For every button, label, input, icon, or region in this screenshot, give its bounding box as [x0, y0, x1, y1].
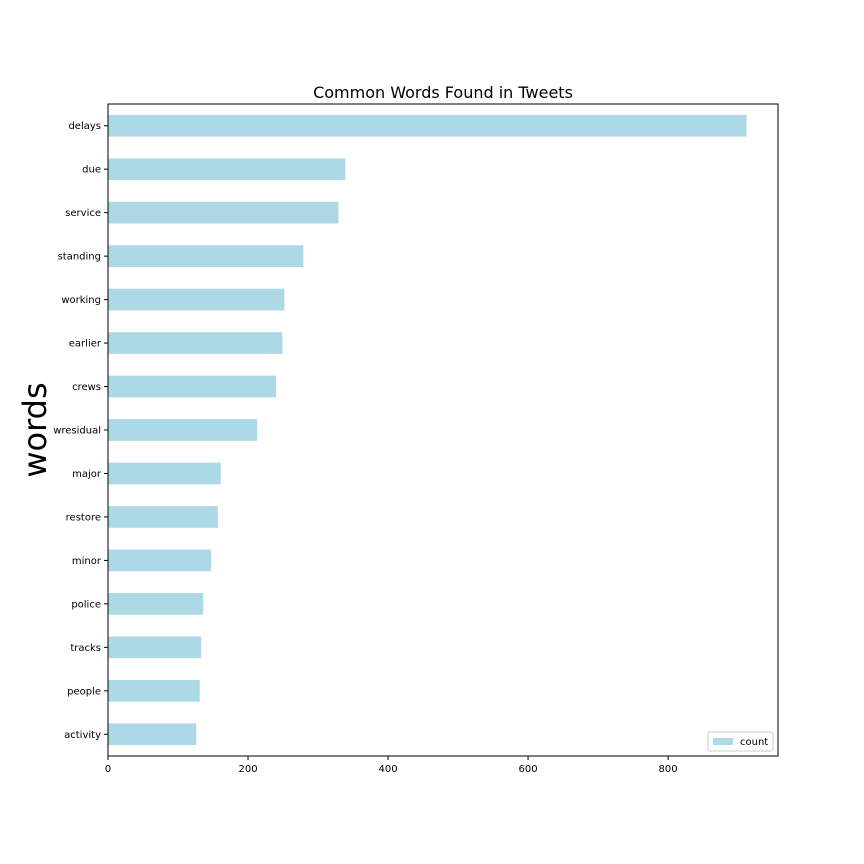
plot-frame	[107, 103, 779, 757]
bars-layer	[108, 114, 747, 746]
x-tick-label: 600	[519, 764, 538, 775]
legend-swatch	[713, 738, 733, 745]
chart-title: Common Words Found in Tweets	[313, 83, 573, 102]
y-tick-label: service	[65, 208, 101, 219]
bar-major	[108, 462, 221, 485]
x-tick-label: 400	[378, 764, 397, 775]
x-ticks-layer: 0 200 400 600 800	[105, 756, 678, 775]
y-tick-label: restore	[66, 512, 101, 523]
x-tick-label: 0	[105, 764, 111, 775]
bar-minor	[108, 549, 211, 572]
legend: count	[707, 731, 774, 752]
bar-due	[108, 158, 346, 181]
bar-service	[108, 201, 339, 224]
bar-working	[108, 288, 285, 311]
bar-standing	[108, 245, 304, 267]
bar-earlier	[108, 332, 283, 354]
bar-crews	[108, 375, 277, 398]
bar-wresidual	[108, 419, 258, 441]
y-tick-label: tracks	[70, 643, 101, 654]
bar-people	[108, 679, 200, 702]
bar-delays	[108, 114, 747, 137]
bar-police	[108, 593, 204, 615]
y-tick-label: police	[71, 599, 101, 610]
y-tick-label: major	[72, 469, 102, 480]
y-axis-label: words	[16, 382, 54, 477]
x-tick-label: 200	[238, 764, 257, 775]
bar-tracks	[108, 636, 202, 659]
y-tick-label: people	[67, 686, 101, 697]
bar-restore	[108, 506, 218, 528]
bar-activity	[108, 723, 197, 746]
legend-box	[707, 731, 774, 752]
y-tick-label: earlier	[69, 339, 102, 350]
x-tick-label: 800	[659, 764, 678, 775]
y-tick-label: wresidual	[53, 426, 101, 437]
y-tick-label: minor	[72, 556, 102, 567]
y-tick-label: delays	[68, 121, 101, 132]
y-tick-label: activity	[64, 730, 101, 741]
legend-label: count	[740, 737, 768, 748]
y-tick-label: due	[82, 165, 101, 176]
y-tick-label: standing	[58, 252, 101, 263]
y-tick-label: crews	[72, 382, 101, 393]
y-tick-label: working	[61, 295, 101, 306]
y-ticks-layer: delays due service standing working earlier cr…	[53, 121, 108, 741]
